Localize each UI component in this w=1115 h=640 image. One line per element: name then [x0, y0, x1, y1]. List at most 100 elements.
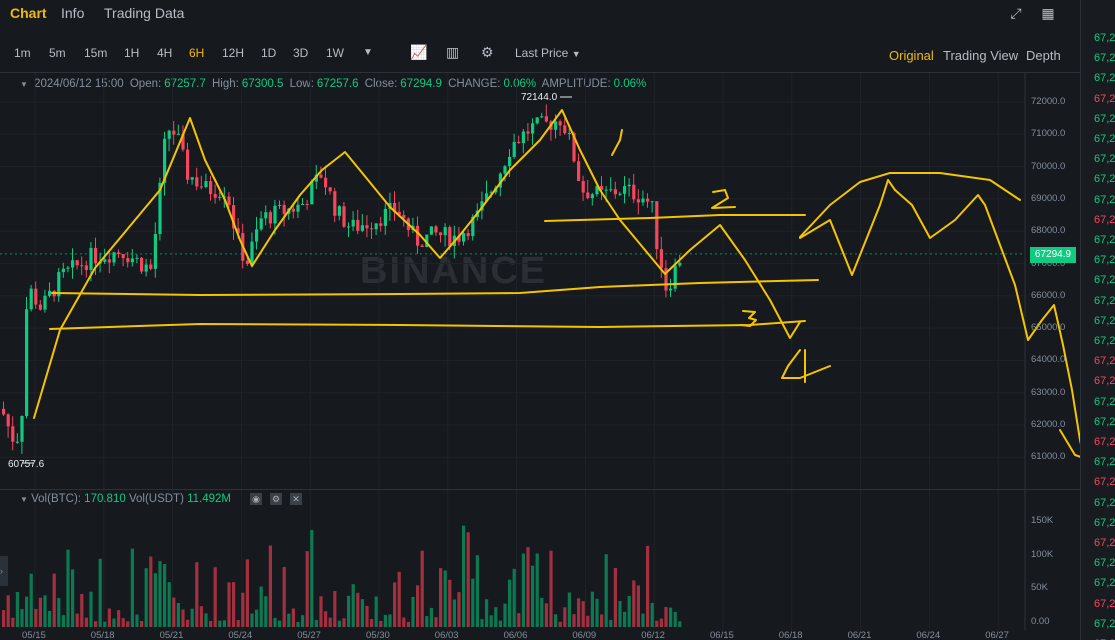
layout-icon[interactable]: ▥: [446, 44, 460, 60]
candle-body: [627, 184, 631, 187]
volume-bar: [337, 620, 341, 627]
candlestick-chart[interactable]: [0, 0, 1080, 640]
more-timeframes-chevron-icon[interactable]: ▼: [363, 47, 373, 58]
candle-body: [420, 245, 424, 247]
timeframe-5m[interactable]: 5m: [49, 46, 66, 60]
timeframe-1d[interactable]: 1D: [261, 46, 277, 60]
price-tick-label: 72000.0: [1031, 96, 1066, 107]
volume-bar: [544, 603, 548, 627]
gear-icon[interactable]: ⚙: [481, 44, 494, 60]
volume-bar: [517, 613, 521, 627]
order-book-price: 67,2: [1094, 32, 1115, 44]
fullscreen-icon[interactable]: ⤢: [1010, 5, 1022, 21]
timeframe-1w[interactable]: 1W: [326, 46, 344, 60]
candle-body: [434, 226, 438, 233]
timeframe-1m[interactable]: 1m: [14, 46, 31, 60]
volume-bar: [278, 620, 282, 627]
candle-body: [324, 177, 328, 188]
volume-bar: [448, 579, 452, 627]
candle-body: [34, 288, 38, 305]
volume-bar: [52, 573, 56, 627]
candle-body: [84, 265, 88, 270]
volume-bar: [176, 603, 180, 627]
candle-body: [655, 201, 659, 250]
view-trading-view[interactable]: Trading View: [943, 48, 1019, 63]
timeframe-6h[interactable]: 6H: [189, 46, 205, 60]
volume-bar: [250, 613, 254, 627]
order-book-price: 67,2: [1094, 112, 1115, 125]
order-book-column: 67,2 67,2 67,2 67,2 67,2 67,2 67,2 67,2 67,2 67,2…: [1080, 0, 1115, 640]
candle-body: [466, 233, 470, 237]
candle-body: [135, 257, 139, 259]
volume-bar: [489, 615, 493, 627]
price-type-select[interactable]: Last Price ▼: [515, 46, 581, 60]
timeframe-4h[interactable]: 4H: [157, 46, 173, 60]
timeframe-15m[interactable]: 15m: [84, 46, 108, 60]
hand-drawn-stroke: [544, 214, 806, 222]
volume-bar: [664, 606, 668, 627]
current-price-tag: 67294.9: [1030, 247, 1076, 263]
order-book-price: 67,2: [1094, 375, 1115, 388]
eye-toggle-icon[interactable]: ◉: [250, 493, 262, 505]
open-label: Open:: [129, 78, 162, 90]
timeframe-3d[interactable]: 3D: [293, 46, 309, 60]
order-book-price: 67,2: [1094, 213, 1115, 226]
order-book-price: 67,2: [1094, 436, 1115, 448]
volume-bar: [186, 619, 190, 627]
price-tick-label: 65000.0: [1031, 322, 1066, 334]
candle-body: [577, 161, 581, 182]
price-tick-label: 69000.0: [1031, 192, 1066, 204]
timeframe-1h[interactable]: 1H: [124, 46, 140, 60]
candle-body: [310, 181, 314, 205]
date-tick-label: 05/24: [228, 630, 253, 640]
volume-bar: [480, 619, 484, 627]
order-book-price: 67,2: [1094, 274, 1115, 287]
freehand-drawing-layer: [33, 109, 1080, 458]
order-book-price: 67,2: [1094, 617, 1115, 630]
candle-body: [567, 133, 571, 135]
candle-body: [393, 202, 397, 212]
volume-bar: [498, 620, 502, 627]
tab-info[interactable]: Info: [61, 5, 85, 21]
volume-bar: [356, 592, 360, 627]
price-tick-label: 67000.0: [1031, 257, 1066, 269]
date-tick-label: 05/30: [366, 630, 390, 640]
candle-body: [80, 265, 84, 267]
view-original[interactable]: Original: [889, 48, 934, 63]
low-value: 67257.6: [316, 78, 359, 90]
indicator-chart-icon[interactable]: 📈: [410, 44, 428, 60]
collapse-caret-icon[interactable]: ▼: [20, 80, 28, 89]
candle-body: [218, 196, 222, 198]
volume-bar: [301, 615, 305, 627]
volume-bar: [370, 619, 374, 627]
candle-body: [103, 259, 107, 262]
date-tick-label: 05/15: [22, 630, 46, 640]
candle-body: [439, 232, 443, 236]
volume-bar: [650, 602, 654, 627]
settings-small-icon[interactable]: ⚙: [270, 493, 282, 505]
tab-chart[interactable]: Chart: [10, 5, 47, 21]
candle-body: [71, 260, 75, 268]
order-book-price: 67,2: [1094, 638, 1115, 640]
side-panel-handle-icon[interactable]: ›: [0, 556, 8, 586]
view-depth[interactable]: Depth: [1026, 48, 1061, 63]
volume-bar: [567, 592, 571, 627]
candle-body: [149, 264, 153, 269]
volume-collapse-icon[interactable]: ▼: [20, 495, 28, 504]
order-book-price: 67,2: [1094, 52, 1115, 65]
candle-body: [503, 166, 507, 174]
volume-bar: [314, 620, 318, 627]
volume-bar: [452, 599, 456, 627]
tab-trading-data[interactable]: Trading Data: [104, 5, 185, 21]
candle-body: [600, 186, 604, 190]
volume-bar: [443, 570, 447, 627]
candle-body: [153, 233, 157, 269]
volume-bar: [655, 620, 659, 627]
close-icon[interactable]: ✕: [290, 493, 302, 505]
layout-grid-icon[interactable]: ▦: [1041, 5, 1055, 21]
order-book-price: 67,2: [1094, 395, 1115, 408]
timeframe-12h[interactable]: 12H: [222, 46, 245, 60]
close-value: 67294.9: [400, 78, 442, 90]
chart-grid: [0, 73, 1026, 630]
volume-bar: [268, 545, 272, 627]
